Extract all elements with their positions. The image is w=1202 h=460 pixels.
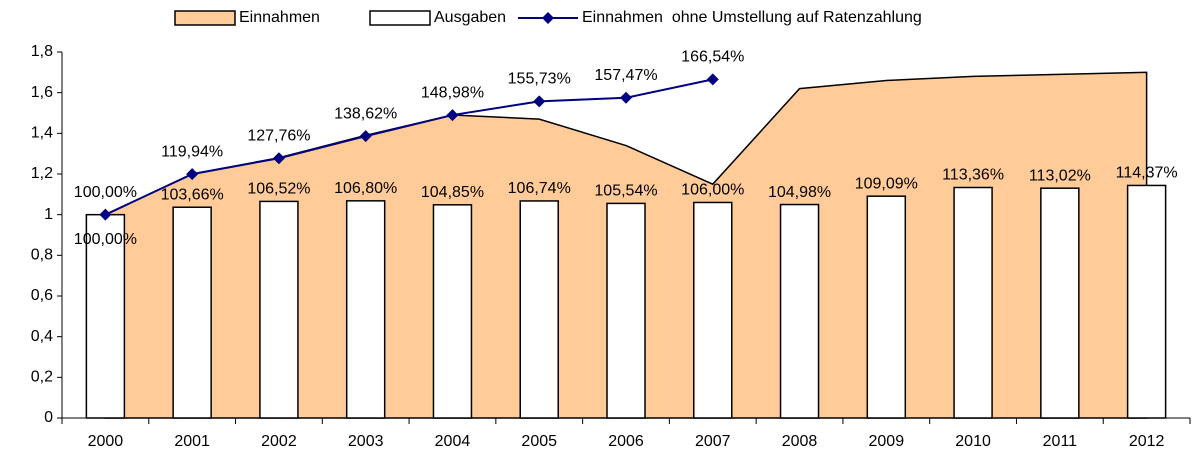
bar-label: 105,54% bbox=[594, 183, 657, 200]
marker bbox=[706, 73, 719, 86]
line-label: 166,54% bbox=[681, 49, 744, 66]
legend-swatch bbox=[369, 10, 431, 26]
bar-label: 114,37% bbox=[1116, 165, 1178, 182]
y-tick-label: 0,6 bbox=[31, 287, 53, 304]
bar-label: 100,00% bbox=[74, 231, 137, 248]
legend-marker bbox=[542, 12, 554, 24]
x-tick-label: 2000 bbox=[88, 433, 124, 450]
line bbox=[104, 78, 713, 216]
bar bbox=[606, 202, 646, 419]
x-tick-label: 2005 bbox=[521, 433, 557, 450]
bar bbox=[1040, 187, 1080, 419]
bar bbox=[953, 186, 993, 419]
bar bbox=[345, 200, 386, 419]
legend-swatch bbox=[174, 10, 236, 26]
line-label: 157,47% bbox=[594, 67, 657, 84]
bar bbox=[1126, 184, 1167, 419]
line-label: 148,98% bbox=[421, 84, 484, 101]
line-label: 100,00% bbox=[74, 184, 137, 201]
bar-label: 104,85% bbox=[421, 184, 484, 201]
line-label: 119,94% bbox=[161, 143, 223, 160]
x-tick-label: 2008 bbox=[782, 433, 818, 450]
y-tick-label: 0,4 bbox=[31, 328, 53, 345]
legend-label: Einnahmen ohne Umstellung auf Ratenzahlu… bbox=[582, 9, 922, 26]
line-label: 138,62% bbox=[334, 105, 397, 122]
y-tick-label: 0,2 bbox=[31, 369, 53, 386]
x-tick-label: 2012 bbox=[1129, 433, 1165, 450]
x-tick-label: 2009 bbox=[869, 433, 905, 450]
x-tick-label: 2011 bbox=[1043, 433, 1078, 450]
bar-label: 106,00% bbox=[681, 182, 744, 199]
marker bbox=[446, 109, 459, 122]
x-tick-label: 2003 bbox=[348, 433, 384, 450]
bar bbox=[693, 201, 733, 419]
bar-label: 103,66% bbox=[161, 186, 224, 203]
bar-label: 106,80% bbox=[334, 180, 397, 197]
y-tick-label: 0 bbox=[44, 409, 53, 426]
x-tick-label: 2010 bbox=[955, 433, 991, 450]
y-tick-label: 0,8 bbox=[31, 247, 53, 264]
y-tick-label: 1,6 bbox=[31, 84, 53, 101]
bar bbox=[85, 213, 126, 419]
legend-label: Einnahmen bbox=[239, 9, 320, 26]
line-label: 155,73% bbox=[508, 71, 571, 88]
bar-label: 104,98% bbox=[768, 184, 831, 201]
y-tick-label: 1 bbox=[44, 206, 53, 223]
bar-label: 113,02% bbox=[1029, 167, 1091, 184]
y-tick-label: 1,4 bbox=[31, 125, 53, 142]
bar bbox=[779, 203, 820, 419]
bar bbox=[432, 204, 473, 419]
marker bbox=[359, 130, 372, 143]
bar bbox=[519, 200, 559, 419]
marker bbox=[272, 152, 285, 165]
bar-label: 109,09% bbox=[855, 175, 918, 192]
y-tick-label: 1,2 bbox=[31, 165, 53, 182]
x-tick-label: 2006 bbox=[608, 433, 644, 450]
marker bbox=[186, 168, 199, 181]
marker bbox=[533, 95, 546, 108]
x-tick-label: 2002 bbox=[261, 433, 297, 450]
bar-label: 106,52% bbox=[247, 181, 310, 198]
line-label: 127,76% bbox=[247, 127, 310, 144]
bar bbox=[172, 206, 212, 419]
legend-label: Ausgaben bbox=[434, 9, 506, 26]
x-tick-label: 2007 bbox=[695, 433, 731, 450]
bar-label: 113,36% bbox=[942, 167, 1004, 184]
bar-label: 106,74% bbox=[508, 180, 571, 197]
bar bbox=[259, 200, 299, 419]
marker bbox=[620, 91, 632, 104]
x-tick-label: 2004 bbox=[435, 433, 471, 450]
x-tick-label: 2001 bbox=[174, 433, 210, 450]
marker bbox=[99, 208, 112, 221]
bar bbox=[866, 195, 907, 419]
y-tick-label: 1,8 bbox=[31, 43, 53, 60]
